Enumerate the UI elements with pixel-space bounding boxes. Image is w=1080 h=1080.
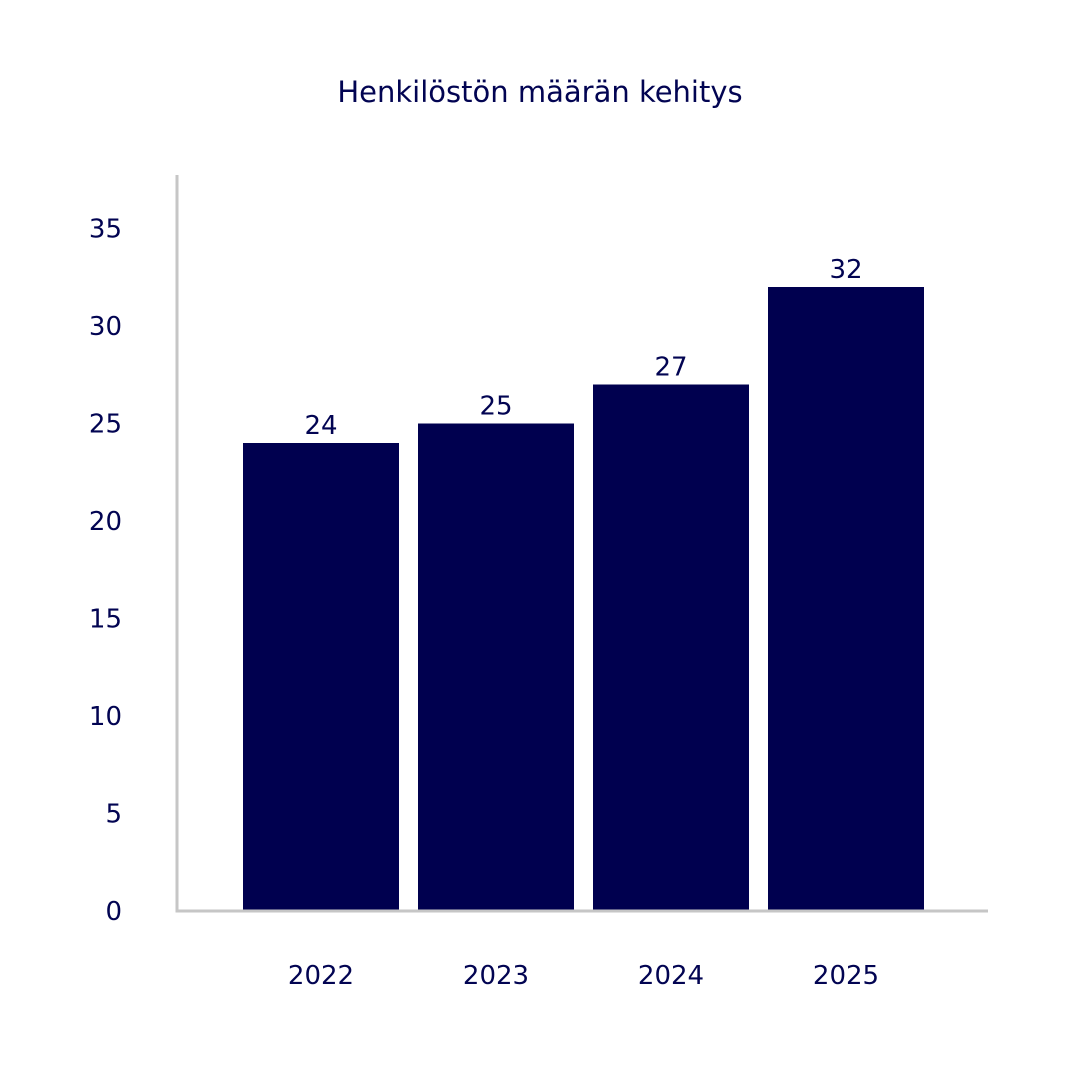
- x-tick-label-2022: 2022: [288, 961, 354, 991]
- bar-2025: [768, 287, 924, 910]
- x-tick-label-2025: 2025: [813, 961, 879, 991]
- chart-title: Henkilöstön määrän kehitys: [337, 75, 742, 109]
- data-label-2025: 32: [829, 255, 862, 285]
- x-axis-ticks: 2022 2023 2024 2025: [288, 961, 879, 991]
- y-axis-ticks: 0 5 10 15 20 25 30 35: [89, 215, 122, 928]
- data-label-2024: 27: [654, 353, 687, 383]
- data-label-2022: 24: [304, 411, 337, 441]
- x-tick-label-2024: 2024: [638, 961, 704, 991]
- bars-group: [243, 287, 924, 910]
- bar-2024: [593, 384, 749, 910]
- y-tick-label: 25: [89, 410, 122, 440]
- y-tick-label: 30: [89, 312, 122, 342]
- y-tick-label: 10: [89, 702, 122, 732]
- y-tick-label: 0: [105, 897, 122, 927]
- bar-2023: [418, 423, 574, 910]
- y-tick-label: 5: [105, 800, 122, 830]
- y-tick-label: 15: [89, 605, 122, 635]
- y-tick-label: 35: [89, 215, 122, 245]
- data-label-2023: 25: [479, 392, 512, 422]
- bar-2022: [243, 443, 399, 910]
- x-tick-label-2023: 2023: [463, 961, 529, 991]
- data-labels-group: 24 25 27 32: [304, 255, 862, 441]
- y-tick-label: 20: [89, 507, 122, 537]
